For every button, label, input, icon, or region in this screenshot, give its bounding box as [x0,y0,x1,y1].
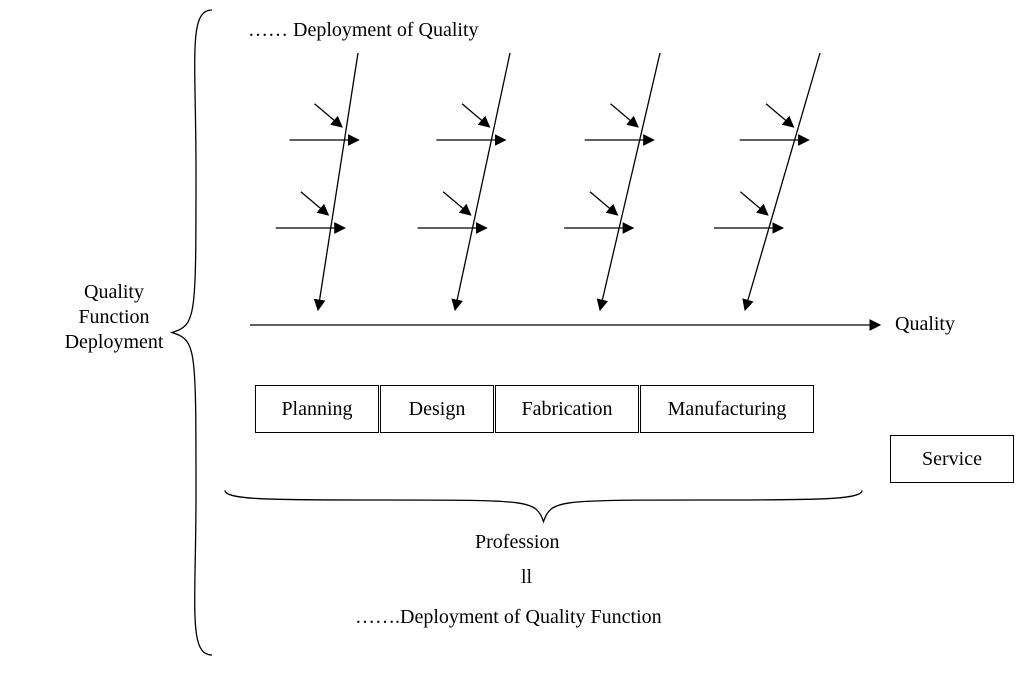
diagram-svg [0,0,1024,679]
diagram-stage: Quality Function Deployment …… Deploymen… [0,0,1024,679]
